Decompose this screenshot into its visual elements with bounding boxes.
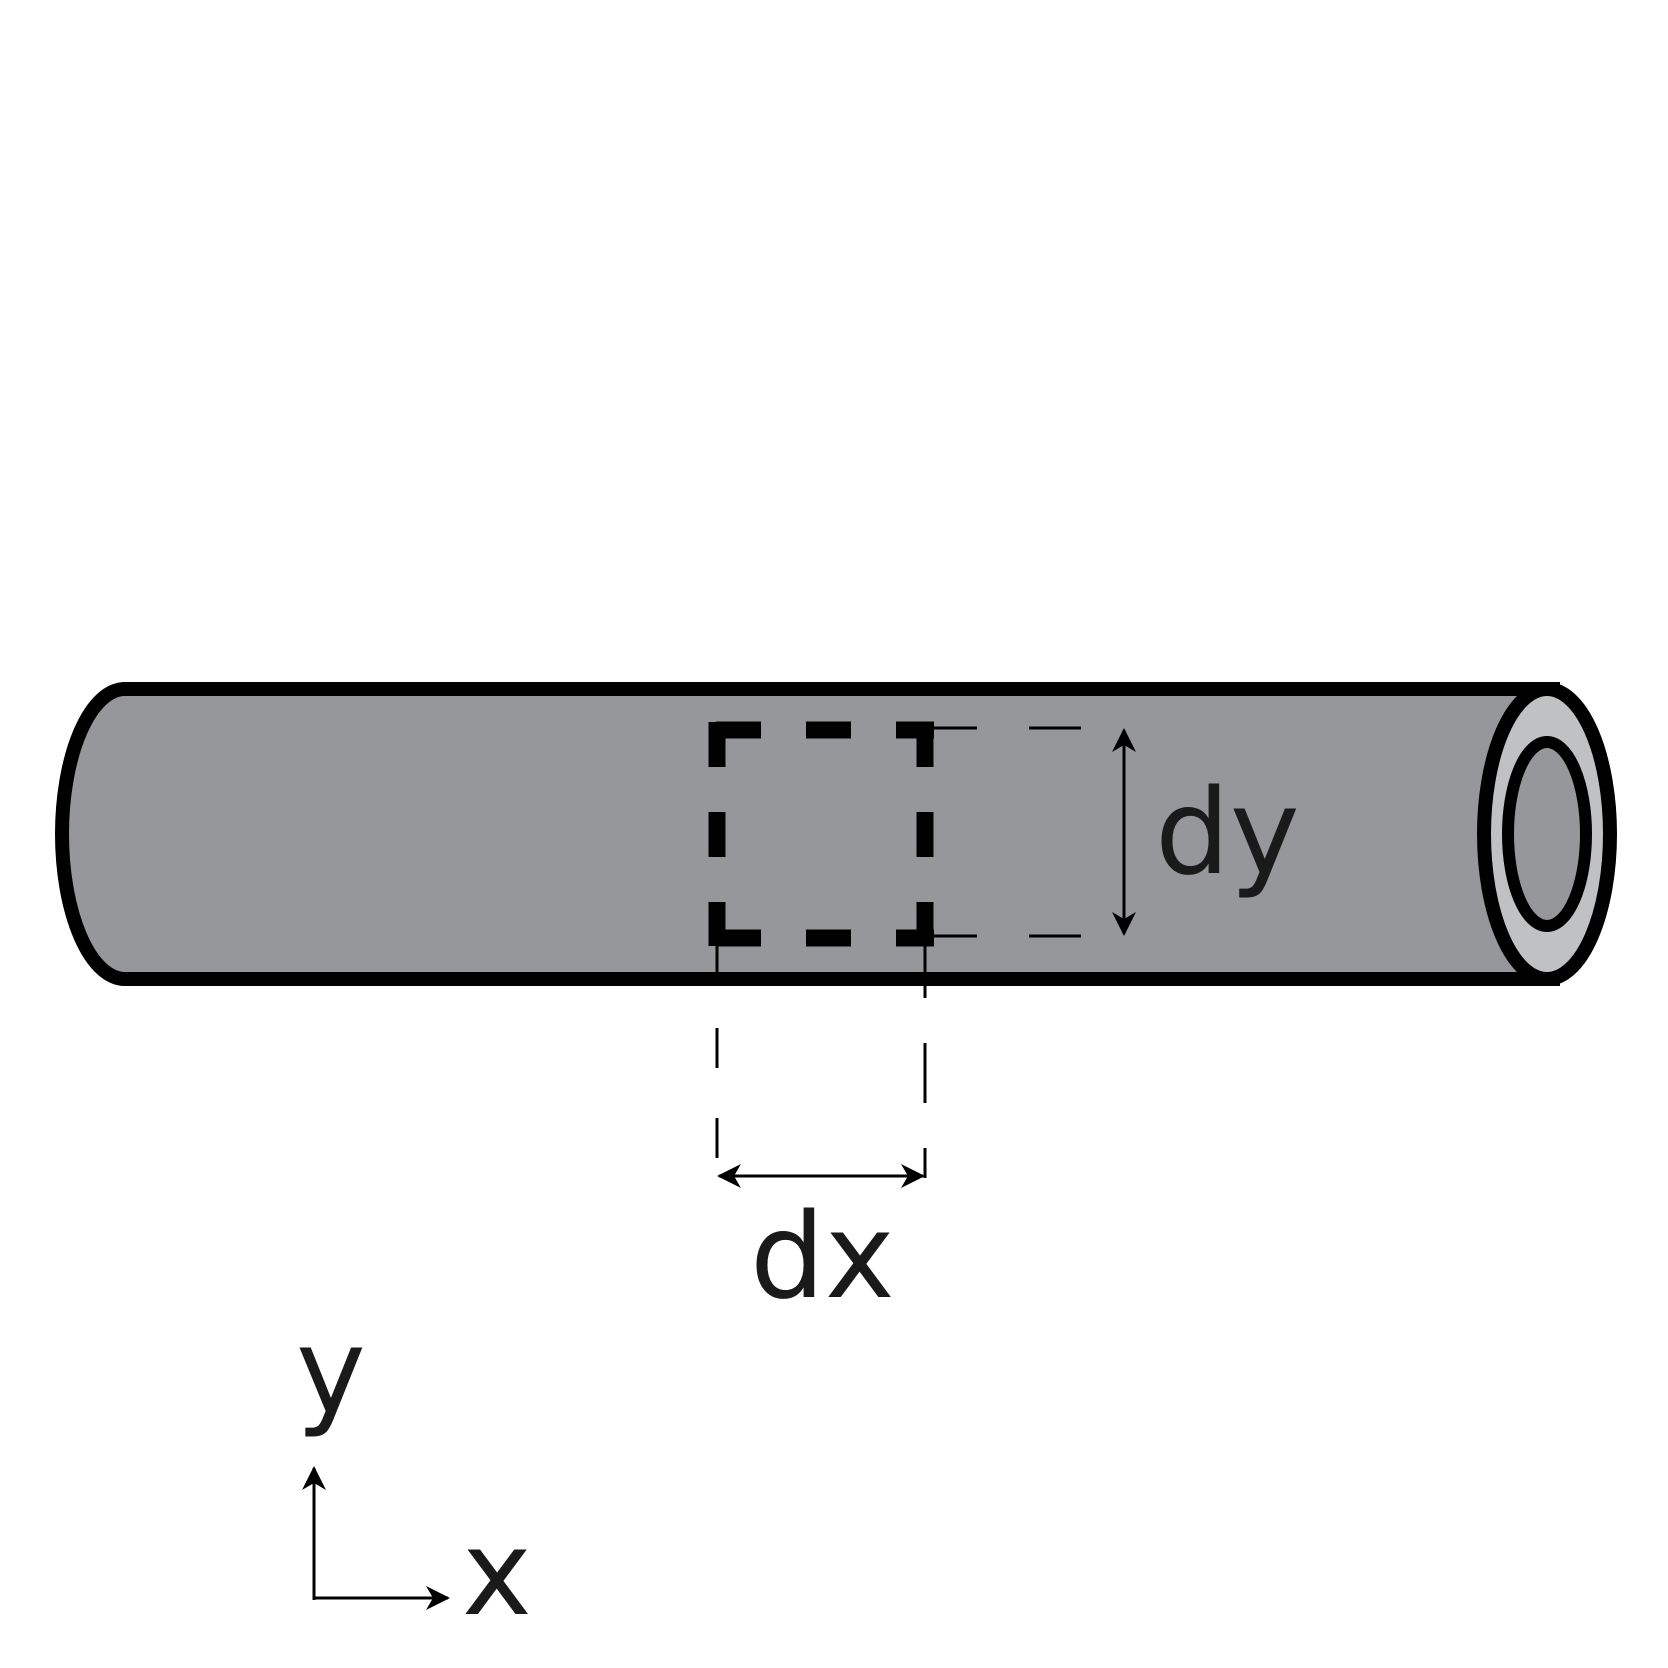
tube-right-end-bore — [1502, 736, 1592, 932]
x-axis-label: x — [462, 1504, 532, 1642]
y-axis-label: y — [296, 1302, 366, 1440]
coordinate-axes: y x — [296, 1302, 532, 1642]
dy-dimension: dy — [925, 726, 1300, 938]
dy-label: dy — [1155, 763, 1300, 901]
differential-element — [708, 721, 934, 947]
dx-label: dx — [750, 1187, 895, 1325]
dx-dimension: dx — [715, 938, 927, 1325]
